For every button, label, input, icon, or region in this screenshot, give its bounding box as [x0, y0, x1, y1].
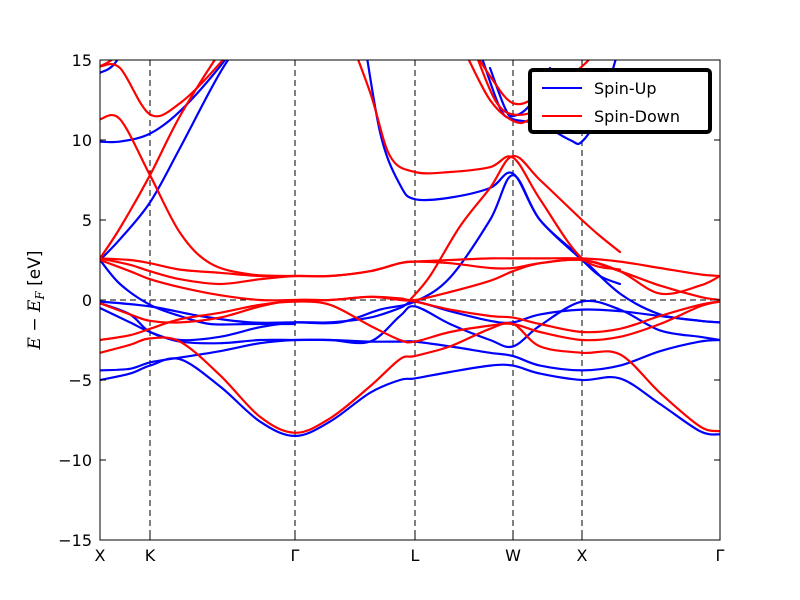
- spin-down-band-4: [100, 257, 720, 296]
- y-tick-label: 15: [72, 51, 92, 70]
- spin-down-band-9: [100, 60, 114, 68]
- x-tick-label: Γ: [716, 546, 725, 565]
- spin-up-band-6: [100, 258, 297, 326]
- y-axis-label: E − EF [eV]: [25, 251, 47, 351]
- spin-up-band-0: [100, 357, 720, 438]
- spin-down-band-6: [100, 60, 217, 260]
- spin-down-band-7: [100, 114, 297, 278]
- y-tick-label: 5: [82, 211, 92, 230]
- spin-up-band-4: [100, 174, 720, 325]
- legend-label-spin-up: Spin-Up: [594, 79, 657, 98]
- legend-label-spin-down: Spin-Down: [594, 107, 680, 126]
- y-axis-ticks: −15 −10 −5 0 5 10 15: [58, 51, 720, 550]
- spin-down-band-8: [100, 60, 225, 118]
- spin-down-band-10: [357, 60, 622, 271]
- spin-down-band-5: [100, 257, 720, 278]
- x-tick-label: W: [505, 546, 521, 565]
- x-tick-label: L: [411, 546, 420, 565]
- bands: [100, 60, 720, 438]
- y-tick-label: −10: [58, 451, 92, 470]
- spin-up-band-2: [100, 299, 720, 349]
- y-tick-label: 10: [72, 131, 92, 150]
- spin-down-band-3: [100, 258, 720, 302]
- x-tick-label: X: [577, 546, 588, 565]
- spin-up-band-5: [100, 60, 230, 262]
- spin-down-band-0: [100, 321, 720, 434]
- x-tick-label: Γ: [291, 546, 300, 565]
- spin-down-band-1: [100, 300, 720, 344]
- x-tick-label: X: [95, 546, 106, 565]
- y-tick-label: −5: [68, 371, 92, 390]
- spin-up-band-9: [366, 60, 622, 286]
- spin-down-band-11: [408, 154, 622, 302]
- x-tick-label: K: [145, 546, 156, 565]
- spin-up-band-7: [100, 60, 227, 144]
- legend: Spin-Up Spin-Down: [528, 68, 712, 134]
- spin-up-band-8: [100, 60, 119, 74]
- y-tick-label: 0: [82, 291, 92, 310]
- y-tick-label: −15: [58, 531, 92, 550]
